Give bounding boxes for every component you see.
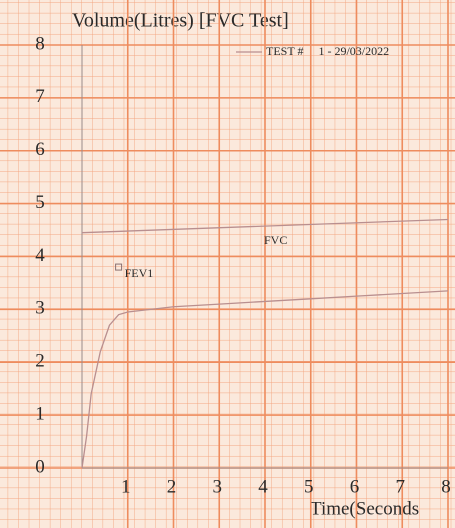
fvc-line — [81, 218, 449, 234]
y-tick-label: 0 — [35, 456, 45, 477]
y-tick-label: 1 — [35, 403, 45, 424]
x-tick-label: 2 — [167, 476, 177, 497]
fev1-label: FEV1 — [125, 266, 154, 280]
y-tick-label: 8 — [35, 33, 45, 54]
x-tick-label: 8 — [441, 476, 451, 497]
x-tick-label: 3 — [213, 476, 223, 497]
x-tick-label: 6 — [350, 476, 360, 497]
fev1-marker — [115, 263, 123, 271]
fvc-label: FVC — [264, 233, 287, 247]
x-tick-label: 5 — [304, 476, 314, 497]
y-tick-label: 3 — [35, 298, 45, 319]
y-tick-label: 6 — [35, 139, 45, 160]
chart-title: Volume(Litres) [FVC Test] — [72, 10, 289, 32]
series-line — [81, 290, 449, 469]
x-tick-label: 4 — [258, 476, 268, 497]
y-tick-label: 5 — [35, 192, 45, 213]
legend-label: TEST # 1 - 29/03/2022 — [266, 44, 389, 58]
y-tick-label: 7 — [35, 86, 45, 107]
x-axis-title: Time(Seconds — [310, 498, 419, 519]
x-tick-label: 1 — [121, 476, 131, 497]
y-tick-label: 2 — [35, 351, 45, 372]
x-tick-label: 7 — [396, 476, 406, 497]
y-tick-label: 4 — [35, 245, 45, 266]
